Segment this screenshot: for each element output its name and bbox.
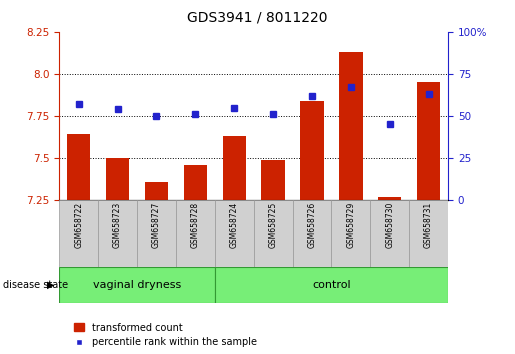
Bar — [98, 200, 137, 267]
Bar — [145, 182, 168, 200]
Bar — [300, 101, 323, 200]
Bar — [59, 267, 215, 303]
Text: GDS3941 / 8011220: GDS3941 / 8011220 — [187, 11, 328, 25]
Bar — [378, 198, 401, 200]
Bar — [67, 135, 90, 200]
Bar — [137, 200, 176, 267]
Text: GSM658726: GSM658726 — [307, 202, 316, 248]
Text: GSM658731: GSM658731 — [424, 202, 433, 248]
Bar — [409, 200, 448, 267]
Text: GSM658724: GSM658724 — [230, 202, 238, 248]
Bar — [370, 200, 409, 267]
Bar — [222, 136, 246, 200]
Text: GSM658723: GSM658723 — [113, 202, 122, 248]
Text: GSM658727: GSM658727 — [152, 202, 161, 248]
Text: ▶: ▶ — [46, 280, 54, 290]
Text: GSM658728: GSM658728 — [191, 202, 200, 248]
Bar — [293, 200, 332, 267]
Bar — [176, 200, 215, 267]
Text: disease state: disease state — [3, 280, 67, 290]
Bar — [262, 160, 285, 200]
Text: GSM658722: GSM658722 — [74, 202, 83, 248]
Bar — [215, 200, 253, 267]
Bar — [106, 158, 129, 200]
Bar — [59, 200, 98, 267]
Bar — [339, 52, 363, 200]
Text: control: control — [312, 280, 351, 290]
Text: GSM658730: GSM658730 — [385, 202, 394, 249]
Bar — [184, 165, 207, 200]
Text: GSM658729: GSM658729 — [347, 202, 355, 248]
Bar — [215, 267, 448, 303]
Bar — [332, 200, 370, 267]
Text: GSM658725: GSM658725 — [269, 202, 278, 248]
Text: vaginal dryness: vaginal dryness — [93, 280, 181, 290]
Bar — [417, 82, 440, 200]
Legend: transformed count, percentile rank within the sample: transformed count, percentile rank withi… — [74, 322, 257, 347]
Bar — [253, 200, 293, 267]
